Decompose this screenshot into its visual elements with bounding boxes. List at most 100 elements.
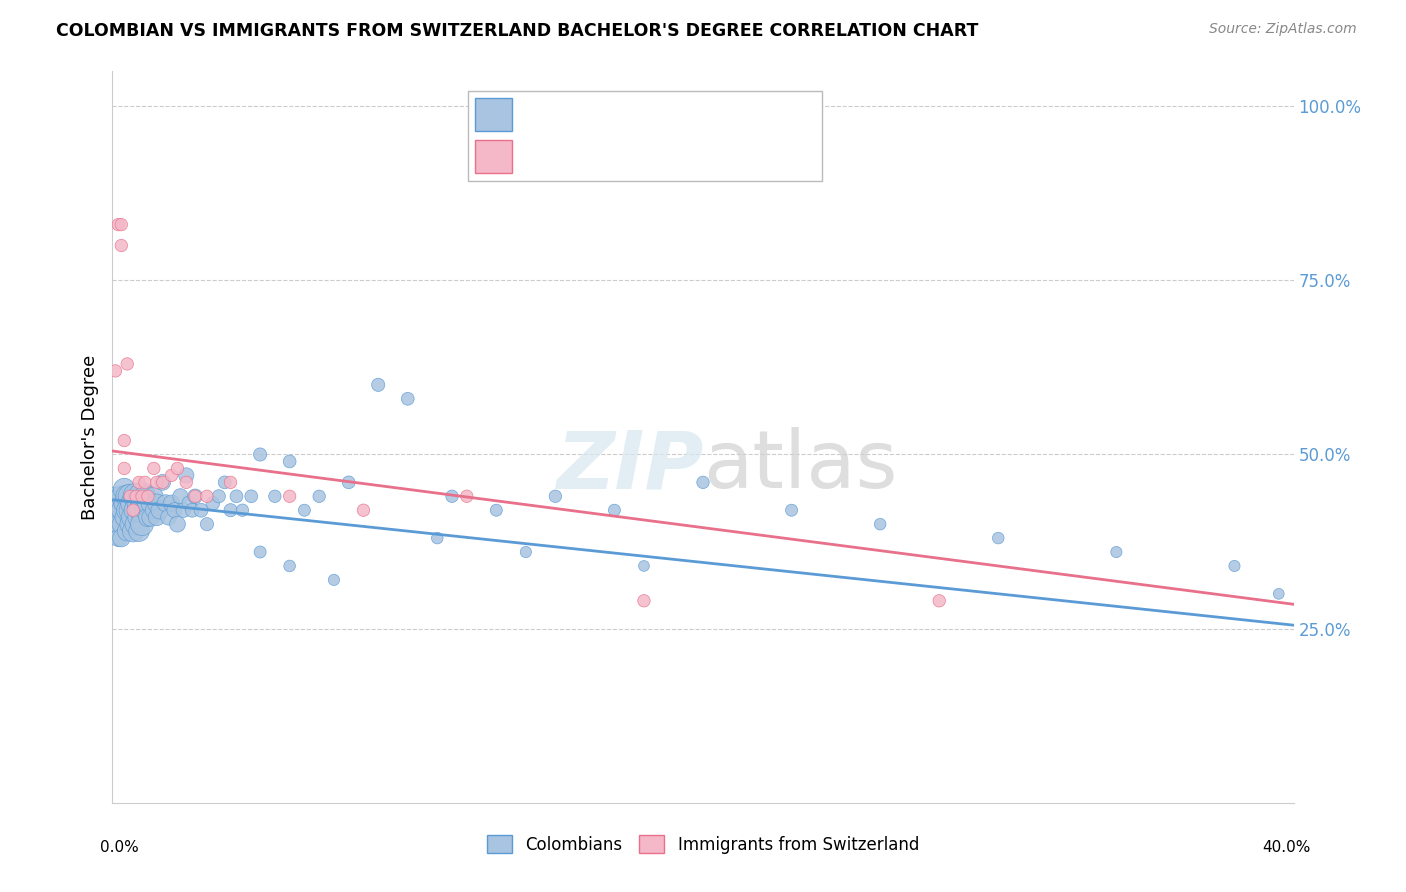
Point [195,489,218,503]
Point [107,496,129,510]
Point [337,475,360,490]
Point [146,475,169,490]
Point [396,392,419,406]
Point [987,531,1010,545]
Point [110,503,132,517]
Point [134,503,156,517]
Text: N = 28: N = 28 [690,148,754,166]
Text: atlas: atlas [703,427,897,506]
Point [134,475,156,490]
Point [367,377,389,392]
Point [201,496,224,510]
Point [195,517,218,532]
Point [110,238,132,252]
Point [128,496,150,510]
Text: R =: R = [526,105,562,123]
Point [181,503,204,517]
Point [152,475,174,490]
Point [131,489,153,503]
Point [1223,558,1246,573]
Point [174,475,197,490]
Point [219,475,242,490]
Point [214,475,236,490]
Point [112,483,135,497]
Point [128,475,150,490]
Point [142,489,165,503]
Legend: Colombians, Immigrants from Switzerland: Colombians, Immigrants from Switzerland [481,829,925,860]
Point [157,510,180,524]
Point [120,489,142,503]
Point [122,496,145,510]
Point [633,594,655,608]
Point [152,475,174,490]
Point [174,468,197,483]
Point [485,503,508,517]
Point [231,503,253,517]
Point [112,496,135,510]
Point [278,489,301,503]
Point [172,503,194,517]
Point [225,489,247,503]
Text: Source: ZipAtlas.com: Source: ZipAtlas.com [1209,22,1357,37]
Point [125,489,148,503]
Point [122,524,145,538]
Point [166,517,188,532]
Point [122,510,145,524]
Point [110,531,132,545]
Point [352,503,374,517]
Point [166,461,188,475]
Point [139,496,162,510]
Point [120,503,142,517]
FancyBboxPatch shape [468,91,823,181]
Point [869,517,891,532]
Point [544,489,567,503]
Point [117,357,138,371]
Text: 40.0%: 40.0% [1263,840,1310,855]
Point [117,524,138,538]
Point [117,489,138,503]
Point [692,475,714,490]
Point [146,496,169,510]
Point [134,489,156,503]
Point [149,503,172,517]
Point [264,489,287,503]
Point [240,489,263,503]
Point [139,510,162,524]
Point [136,489,159,503]
Text: N = 87: N = 87 [690,105,754,123]
Point [122,503,145,517]
Point [120,517,142,532]
Point [110,517,132,532]
Point [308,489,330,503]
Point [249,448,271,462]
Text: ZIP: ZIP [555,427,703,506]
Bar [475,140,512,173]
Point [160,496,183,510]
Point [249,545,271,559]
Point [125,503,148,517]
Point [146,510,169,524]
Text: 0.0%: 0.0% [100,840,139,855]
Point [426,531,449,545]
Point [184,489,207,503]
Point [104,364,127,378]
Point [136,496,159,510]
Point [169,489,191,503]
Text: -0.172: -0.172 [581,148,641,166]
Point [110,489,132,503]
Point [278,558,301,573]
Point [107,531,129,545]
Y-axis label: Bachelor's Degree: Bachelor's Degree [80,354,98,520]
Point [120,489,142,503]
Point [1105,545,1128,559]
Text: -0.297: -0.297 [581,105,641,123]
Point [603,503,626,517]
Point [142,461,165,475]
Text: R =: R = [526,148,562,166]
Point [515,545,537,559]
Point [136,510,159,524]
Point [128,524,150,538]
Point [112,510,135,524]
Point [110,218,132,232]
Point [441,489,464,503]
